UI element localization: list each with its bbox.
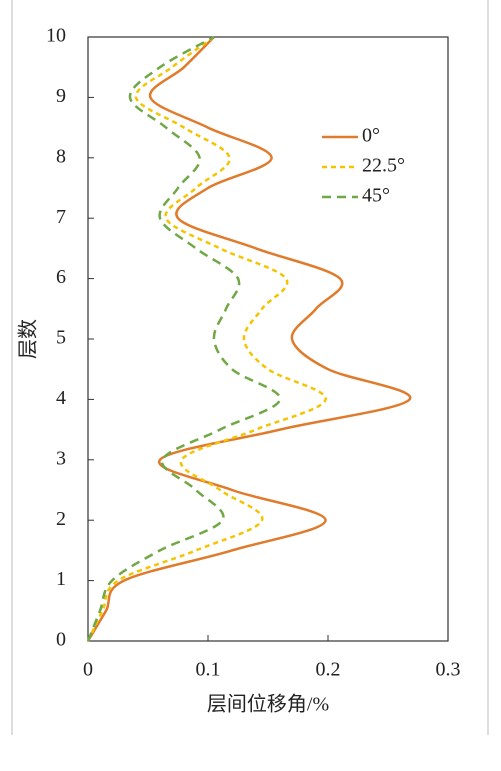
y-tick-label: 6 [56, 266, 66, 288]
y-axis-label: 层数 [17, 319, 40, 359]
legend-label: 45° [362, 185, 390, 207]
y-tick-label: 4 [56, 387, 66, 409]
x-tick-label: 0.3 [436, 659, 461, 681]
y-tick-label: 10 [46, 25, 66, 47]
y-tick-label: 5 [56, 327, 66, 349]
y-tick-label: 3 [56, 447, 66, 469]
data-line [86, 35, 327, 642]
y-tick-label: 9 [56, 85, 66, 107]
y-tick-label: 8 [56, 145, 66, 167]
x-tick-label: 0.2 [316, 659, 341, 681]
x-axis-label: 层间位移角/% [207, 693, 329, 716]
legend-label: 0° [362, 125, 380, 147]
x-tick-label: 0.1 [196, 659, 221, 681]
legend-label: 22.5° [362, 155, 405, 177]
data-line [86, 36, 412, 642]
y-tick-label: 0 [56, 629, 66, 651]
x-tick-label: 0 [83, 659, 93, 681]
y-tick-label: 1 [56, 568, 66, 590]
y-tick-label: 7 [56, 206, 66, 228]
y-tick-label: 2 [56, 508, 66, 530]
plot-frame [87, 36, 449, 642]
